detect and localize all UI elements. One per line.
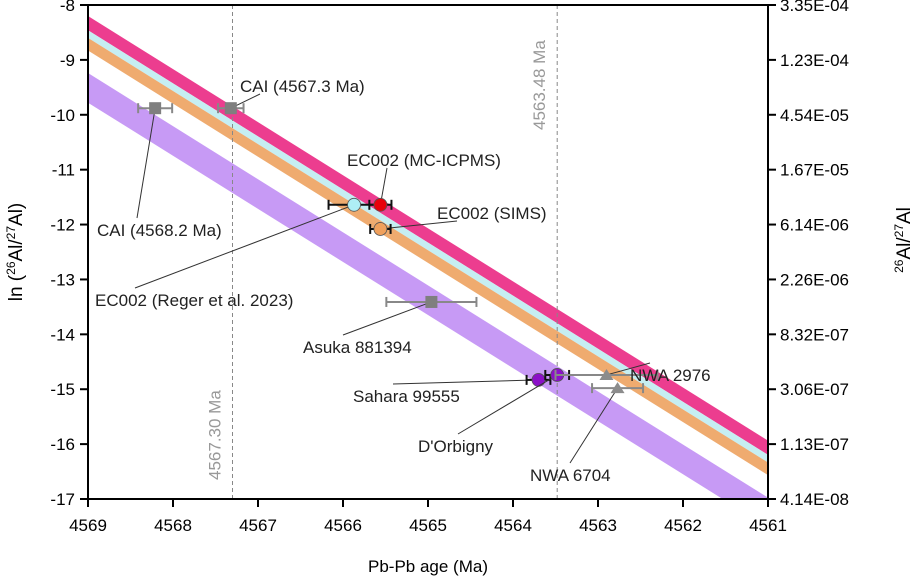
band-orange: [88, 37, 768, 476]
y2-tick-label: 4.54E-05: [780, 106, 849, 125]
leader-line: [569, 387, 618, 464]
leader-line: [380, 220, 458, 230]
y-tick-label: -8: [60, 0, 75, 15]
vline-label: 4563.48 Ma: [530, 40, 549, 130]
x-tick-label: 4569: [69, 516, 107, 535]
y2-tick-label: 8.32E-07: [780, 325, 849, 344]
leader-line: [134, 204, 355, 289]
point-label: EC002 (SIMS): [437, 204, 547, 223]
y-tick-label: -12: [50, 216, 75, 235]
point-label: NWA 2976: [630, 366, 711, 385]
y2-tick-label: 4.14E-08: [780, 490, 849, 509]
y-tick-label: -14: [50, 325, 75, 344]
x-tick-label: 4564: [494, 516, 532, 535]
band-pink: [88, 15, 768, 455]
band-purple: [88, 73, 768, 499]
y-tick-label: -9: [60, 51, 75, 70]
data-point: [373, 197, 388, 212]
leader-line: [392, 379, 539, 385]
x-tick-label: 4565: [409, 516, 447, 535]
data-point: [425, 295, 438, 308]
data-point: [599, 368, 614, 380]
point-label: EC002 (MC-ICPMS): [347, 151, 501, 170]
data-point: [610, 382, 625, 394]
y-axis-label: ln (26Al/27Al): [4, 203, 27, 302]
x-tick-label: 4566: [324, 516, 362, 535]
y2-tick-label: 6.14E-06: [780, 216, 849, 235]
data-point: [347, 197, 361, 212]
point-label: Asuka 881394: [303, 338, 412, 357]
point-label: CAI (4567.3 Ma): [240, 77, 365, 96]
band-cyan: [88, 30, 768, 463]
y2-tick-label: 1.67E-05: [780, 161, 849, 180]
y2-tick-label: 1.13E-07: [780, 435, 849, 454]
y2-tick-label: 1.23E-04: [780, 51, 849, 70]
point-label: CAI (4568.2 Ma): [97, 221, 222, 240]
data-point: [531, 372, 546, 387]
leader-line: [342, 301, 432, 336]
y2-axis-label: 26Al/27Al: [892, 207, 915, 273]
x-tick-label: 4567: [239, 516, 277, 535]
leader-line: [606, 362, 651, 376]
y-tick-label: -11: [52, 161, 75, 180]
data-point: [224, 102, 237, 115]
y2-tick-label: 3.06E-07: [780, 380, 849, 399]
x-tick-label: 4568: [154, 516, 192, 535]
point-label: Sahara 99555: [353, 387, 460, 406]
y-tick-label: -13: [50, 270, 75, 289]
point-label: D'Orbigny: [418, 437, 494, 456]
point-label: EC002 (Reger et al. 2023): [95, 291, 293, 310]
data-point: [149, 102, 162, 115]
point-label: NWA 6704: [530, 466, 611, 485]
y-tick-label: -10: [50, 106, 75, 125]
y2-tick-label: 2.26E-06: [780, 270, 849, 289]
y-tick-label: -15: [50, 380, 75, 399]
leader-line: [136, 108, 156, 219]
x-tick-label: 4562: [664, 516, 702, 535]
y-tick-label: -16: [50, 435, 75, 454]
vline-label: 4567.30 Ma: [206, 390, 225, 480]
y2-tick-label: 3.35E-04: [780, 0, 849, 15]
y-tick-label: -17: [50, 490, 75, 509]
x-axis-label: Pb-Pb age (Ma): [368, 557, 488, 576]
x-tick-label: 4563: [579, 516, 617, 535]
x-tick-label: 4561: [749, 516, 787, 535]
leader-line: [457, 374, 558, 435]
data-point: [373, 222, 388, 236]
